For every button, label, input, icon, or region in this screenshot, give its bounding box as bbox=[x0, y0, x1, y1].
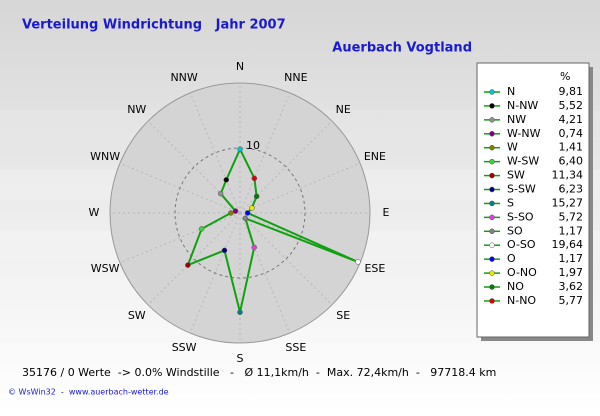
axis-label: SSW bbox=[172, 341, 197, 354]
legend-value: 3,62 bbox=[559, 280, 584, 293]
legend-value: 1,17 bbox=[559, 224, 584, 237]
legend-label: O-SO bbox=[507, 238, 536, 251]
legend-value: 5,72 bbox=[559, 210, 584, 223]
legend-title: % bbox=[560, 70, 570, 83]
axis-label: E bbox=[383, 206, 390, 219]
legend-marker bbox=[489, 144, 495, 151]
data-point bbox=[244, 210, 251, 216]
r-tick-label: 10 bbox=[246, 139, 260, 152]
axis-label: NNW bbox=[170, 71, 197, 84]
legend-label: NW bbox=[507, 113, 526, 126]
spoke bbox=[119, 212, 241, 264]
legend-value: 9,81 bbox=[559, 85, 584, 98]
axis-label: SSE bbox=[285, 341, 306, 354]
legend-label: SW bbox=[507, 169, 525, 182]
axis-label: ESE bbox=[364, 262, 385, 275]
legend-label: W-SW bbox=[507, 155, 539, 168]
grid-ring bbox=[174, 147, 306, 279]
data-point bbox=[237, 309, 243, 316]
legend-label: N-NW bbox=[507, 99, 538, 112]
data-point bbox=[253, 193, 260, 200]
chart-subtitle: Auerbach Vogtland bbox=[332, 41, 472, 56]
legend-marker bbox=[489, 131, 495, 137]
legend-marker bbox=[489, 200, 495, 207]
legend-marker bbox=[489, 284, 495, 290]
axis-label: S bbox=[237, 352, 244, 365]
legend-value: 1,17 bbox=[559, 252, 584, 265]
legend-marker bbox=[489, 298, 495, 304]
legend-value: 11,34 bbox=[552, 169, 584, 182]
legend-marker bbox=[489, 242, 495, 248]
legend-box bbox=[476, 62, 590, 338]
data-point bbox=[185, 262, 191, 268]
legend-label: N bbox=[507, 85, 515, 98]
axis-label: NE bbox=[336, 103, 351, 116]
legend-label: W-NW bbox=[507, 127, 541, 140]
legend-value: 4,21 bbox=[559, 113, 584, 126]
legend-label: S bbox=[507, 196, 514, 209]
axis-label: SW bbox=[128, 309, 146, 322]
legend-label: O-NO bbox=[507, 266, 537, 279]
data-point bbox=[232, 208, 239, 214]
spoke bbox=[239, 162, 361, 214]
axis-label: N bbox=[236, 60, 244, 73]
data-point bbox=[355, 259, 361, 265]
data-point bbox=[237, 146, 243, 152]
legend-label: SO bbox=[507, 224, 523, 237]
spoke bbox=[189, 92, 241, 214]
axis-label: W bbox=[89, 206, 100, 219]
data-point bbox=[251, 244, 257, 251]
legend-marker bbox=[489, 103, 495, 109]
axis-label: ENE bbox=[364, 150, 386, 163]
legend-value: 6,40 bbox=[559, 155, 584, 168]
legend-value: 0,74 bbox=[559, 127, 584, 140]
legend-value: 1,41 bbox=[559, 141, 584, 154]
data-point bbox=[217, 190, 224, 197]
legend-label: W bbox=[507, 141, 518, 154]
legend-value: 5,77 bbox=[559, 294, 584, 307]
legend-marker bbox=[489, 117, 495, 123]
data-point bbox=[251, 175, 258, 182]
legend-label: S-SO bbox=[507, 210, 534, 223]
legend-marker bbox=[489, 158, 495, 165]
legend-marker bbox=[489, 214, 495, 221]
legend-label: N-NO bbox=[507, 294, 536, 307]
data-point bbox=[249, 205, 255, 211]
legend-marker bbox=[489, 89, 495, 95]
axis-label: WSW bbox=[91, 262, 120, 275]
data-point bbox=[223, 177, 230, 183]
legend-value: 5,52 bbox=[559, 99, 584, 112]
legend-value: 15,27 bbox=[552, 196, 584, 209]
legend-value: 19,64 bbox=[552, 238, 584, 251]
legend-marker bbox=[489, 270, 495, 276]
credit: © WsWin32 - www.auerbach-wetter.de bbox=[8, 388, 169, 397]
legend-label: O bbox=[507, 252, 516, 265]
axis-label: NNE bbox=[284, 71, 307, 84]
legend-marker bbox=[489, 186, 495, 193]
spoke bbox=[239, 212, 291, 334]
legend-marker bbox=[489, 172, 495, 179]
data-point bbox=[242, 215, 249, 222]
footer: 35176 / 0 Werte -> 0.0% Windstille - Ø 1… bbox=[22, 366, 496, 379]
data-point bbox=[221, 247, 228, 254]
data-point bbox=[228, 210, 234, 216]
axis-label: WNW bbox=[90, 150, 120, 163]
axis-label: NW bbox=[127, 103, 146, 116]
legend-value: 6,23 bbox=[559, 183, 584, 196]
legend-value: 1,97 bbox=[559, 266, 584, 279]
legend-label: S-SW bbox=[507, 183, 536, 196]
data-point bbox=[198, 226, 205, 232]
legend-marker bbox=[489, 228, 495, 235]
legend-label: NO bbox=[507, 280, 524, 293]
chart-title: Verteilung Windrichtung Jahr 2007 bbox=[22, 18, 286, 33]
axis-label: SE bbox=[336, 309, 350, 322]
legend-marker bbox=[489, 256, 495, 262]
